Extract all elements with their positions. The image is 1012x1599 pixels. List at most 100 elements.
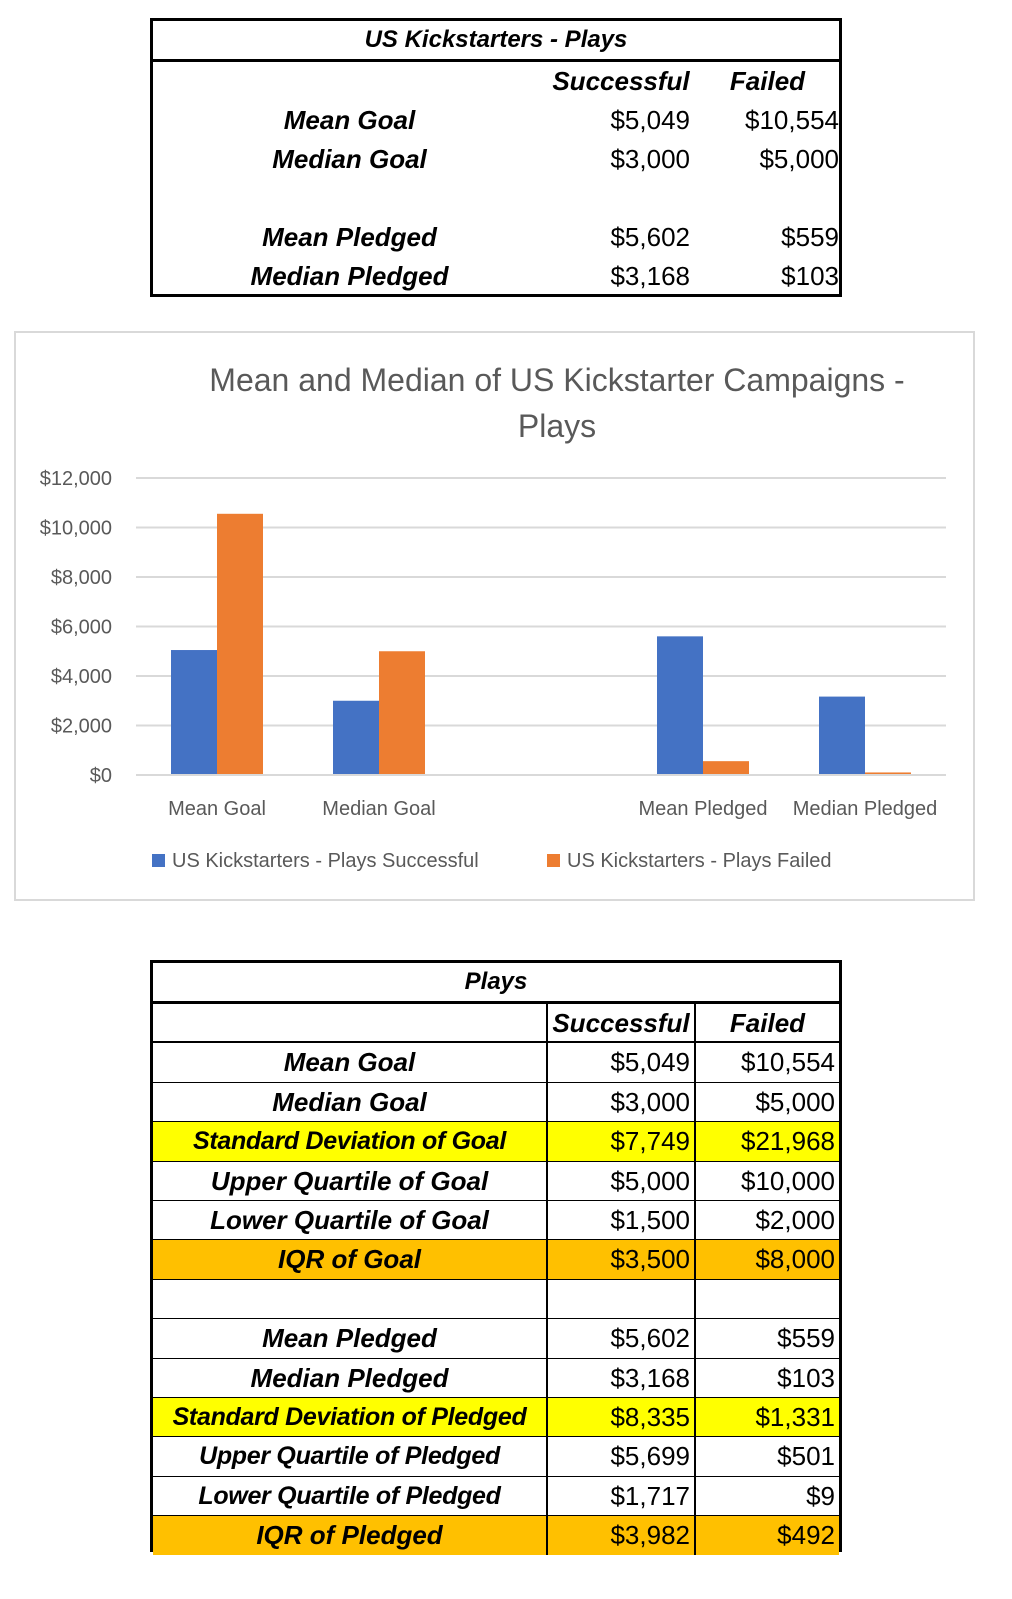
- row-label: Mean Pledged: [153, 1319, 548, 1358]
- legend-swatch: [547, 854, 560, 867]
- top-header-failed: Failed: [729, 66, 806, 96]
- gridlines: [136, 477, 946, 776]
- x-tick-label: Mean Pledged: [639, 798, 768, 820]
- y-axis-tick-labels: $0 $2,000 $4,000 $6,000 $8,000 $10,000 $12,000: [40, 468, 112, 787]
- bottom-header-failed: Failed: [729, 1008, 806, 1038]
- top-table-row: Median Goal $3,000 $5,000: [153, 140, 839, 179]
- bar-successful: [819, 696, 865, 775]
- top-table-row: Mean Pledged $5,602 $559: [153, 218, 839, 257]
- successful-value: $3,982: [548, 1516, 696, 1556]
- table-row: Lower Quartile of Pledged $1,717 $9: [153, 1476, 839, 1517]
- successful-value: $3,000: [548, 1082, 696, 1122]
- legend-label: US Kickstarters - Plays Successful: [172, 850, 479, 872]
- table-row: Upper Quartile of Goal $5,000 $10,000: [153, 1161, 839, 1201]
- successful-value: $5,000: [548, 1161, 696, 1200]
- table-row: Lower Quartile of Goal $1,500 $2,000: [153, 1200, 839, 1241]
- top-header-successful: Successful: [552, 66, 690, 96]
- failed-value: $501: [777, 1441, 835, 1472]
- bar-successful: [171, 650, 217, 775]
- successful-value: $5,049: [548, 1043, 696, 1082]
- successful-value: $5,049: [610, 105, 690, 135]
- successful-value: $5,602: [610, 222, 690, 252]
- bar-chart: Mean and Median of US Kickstarter Campai…: [14, 331, 975, 901]
- row-label: [153, 1279, 548, 1319]
- successful-value: $5,602: [548, 1319, 696, 1358]
- failed-value: $559: [777, 1323, 835, 1354]
- bottom-table-title: Plays: [153, 963, 839, 1004]
- successful-value: $3,000: [610, 144, 690, 174]
- x-axis-category-labels: Mean Goal Median Goal Mean Pledged Median P…: [168, 798, 937, 820]
- y-tick-label: $2,000: [51, 716, 112, 738]
- successful-value: [548, 1279, 696, 1319]
- row-label: Median Pledged: [153, 1358, 548, 1397]
- failed-value: $10,000: [741, 1165, 835, 1196]
- bottom-detail-table: Plays Successful Failed Mean Goal $5,049 $…: [150, 960, 842, 1556]
- table-row: Mean Goal $5,049 $10,554: [153, 1043, 839, 1083]
- row-label: Upper Quartile of Goal: [153, 1161, 548, 1200]
- top-table-header-row: Successful Failed: [153, 62, 839, 101]
- top-table-row: Mean Goal $5,049 $10,554: [153, 101, 839, 140]
- successful-value: $1,500: [548, 1200, 696, 1240]
- row-label: Lower Quartile of Goal: [153, 1200, 548, 1240]
- row-label: Standard Deviation of Goal: [153, 1122, 548, 1161]
- successful-value: $3,500: [548, 1240, 696, 1279]
- successful-value: $8,335: [548, 1397, 696, 1437]
- bar-failed: [379, 651, 425, 775]
- x-tick-label: Median Pledged: [793, 798, 938, 820]
- row-label: Mean Goal: [153, 1043, 548, 1082]
- row-label: IQR of Pledged: [153, 1516, 548, 1556]
- chart-title-line-1: Mean and Median of US Kickstarter Campai…: [209, 362, 904, 398]
- y-tick-label: $12,000: [40, 468, 112, 490]
- bars: [136, 513, 946, 776]
- failed-value: $10,554: [745, 105, 839, 135]
- table-row: Median Pledged $3,168 $103: [153, 1358, 839, 1398]
- top-table-row: Median Pledged $3,168 $103: [153, 257, 839, 296]
- legend-swatch: [152, 854, 165, 867]
- top-summary-table: US Kickstarters - Plays Successful Faile…: [150, 18, 842, 297]
- failed-value: $559: [781, 222, 839, 252]
- row-label: Mean Goal: [283, 105, 416, 135]
- table-row: Mean Pledged $5,602 $559: [153, 1319, 839, 1359]
- y-tick-label: $0: [90, 765, 112, 787]
- successful-value: $7,749: [548, 1122, 696, 1161]
- row-label: IQR of Goal: [153, 1240, 548, 1279]
- row-label: Lower Quartile of Pledged: [153, 1476, 548, 1516]
- successful-value: $5,699: [548, 1437, 696, 1476]
- row-label: Median Goal: [153, 1082, 548, 1122]
- row-label: Standard Deviation of Pledged: [153, 1397, 548, 1437]
- bar-failed: [217, 513, 263, 775]
- table-row: Median Goal $3,000 $5,000: [153, 1082, 839, 1123]
- failed-value: $103: [777, 1362, 835, 1393]
- row-label: Upper Quartile of Pledged: [153, 1437, 548, 1476]
- failed-value: $1,331: [696, 1397, 839, 1437]
- table-row: Standard Deviation of Goal $7,749 $21,968: [153, 1122, 839, 1162]
- bar-failed: [703, 761, 749, 775]
- bar-successful: [333, 700, 379, 775]
- failed-value: $8,000: [696, 1240, 839, 1279]
- row-label: Mean Pledged: [262, 222, 437, 252]
- failed-value: $5,000: [759, 144, 839, 174]
- successful-value: $1,717: [548, 1476, 696, 1516]
- table-row: Standard Deviation of Pledged $8,335 $1,33…: [153, 1397, 839, 1438]
- header-blank-cell: [153, 1004, 548, 1042]
- x-tick-label: Mean Goal: [168, 798, 266, 820]
- legend: US Kickstarters - Plays Successful US Kic…: [152, 850, 832, 872]
- table-row: IQR of Pledged $3,982 $492: [153, 1516, 839, 1556]
- chart-title-line-2: Plays: [518, 408, 596, 444]
- row-label: Median Goal: [272, 144, 427, 174]
- y-tick-label: $6,000: [51, 617, 112, 639]
- failed-value: $9: [806, 1480, 835, 1511]
- bottom-table-body: Mean Goal $5,049 $10,554 Median Goal $3,000 $…: [153, 1043, 839, 1556]
- failed-value: $2,000: [755, 1204, 835, 1235]
- bottom-table-header-row: Successful Failed: [153, 1004, 839, 1044]
- table-row: IQR of Goal $3,500 $8,000: [153, 1240, 839, 1280]
- failed-value: $10,554: [741, 1047, 835, 1078]
- bar-failed: [865, 772, 911, 775]
- top-table-title: US Kickstarters - Plays: [153, 21, 839, 62]
- table-row: Upper Quartile of Pledged $5,699 $501: [153, 1437, 839, 1477]
- successful-value: $3,168: [610, 261, 690, 291]
- y-tick-label: $8,000: [51, 567, 112, 589]
- y-tick-label: $4,000: [51, 666, 112, 688]
- successful-value: $3,168: [548, 1358, 696, 1397]
- failed-value: $492: [696, 1516, 839, 1556]
